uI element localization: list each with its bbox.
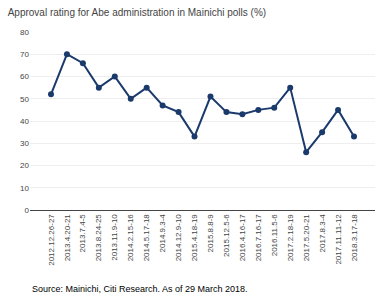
svg-text:Source: Mainichi, Citi Researc: Source: Mainichi, Citi Research. As of 2… bbox=[32, 284, 248, 294]
svg-text:30: 30 bbox=[20, 139, 29, 148]
svg-text:2016.11.5-6: 2016.11.5-6 bbox=[270, 214, 279, 257]
svg-text:2017.2.18-19: 2017.2.18-19 bbox=[286, 214, 295, 262]
svg-text:60: 60 bbox=[20, 72, 29, 81]
svg-text:2015.4.18-19: 2015.4.18-19 bbox=[190, 214, 199, 262]
svg-text:2014.9.3-4: 2014.9.3-4 bbox=[158, 214, 167, 253]
svg-text:80: 80 bbox=[20, 28, 29, 37]
svg-text:2013.8.24-25: 2013.8.24-25 bbox=[94, 214, 103, 262]
svg-text:2015.8.8-9: 2015.8.8-9 bbox=[206, 214, 215, 253]
svg-text:2017.5.20-21: 2017.5.20-21 bbox=[302, 214, 311, 262]
svg-text:2014.5.17-18: 2014.5.17-18 bbox=[142, 214, 151, 262]
svg-text:2015.12.5-6: 2015.12.5-6 bbox=[222, 214, 231, 257]
svg-text:2013.11.9-10: 2013.11.9-10 bbox=[110, 214, 119, 261]
svg-text:2014.12.9-10: 2014.12.9-10 bbox=[174, 214, 183, 262]
svg-text:70: 70 bbox=[20, 50, 29, 59]
svg-text:50: 50 bbox=[20, 95, 29, 104]
svg-text:2012.12.26-27: 2012.12.26-27 bbox=[47, 214, 56, 266]
svg-text:0: 0 bbox=[25, 206, 30, 215]
svg-text:2016.4.16-17: 2016.4.16-17 bbox=[238, 214, 247, 262]
svg-text:40: 40 bbox=[20, 117, 29, 126]
svg-text:Approval rating for Abe admini: Approval rating for Abe administration i… bbox=[8, 7, 266, 18]
svg-text:2018.3.17-18: 2018.3.17-18 bbox=[350, 214, 359, 262]
svg-text:2017.11.11-12: 2017.11.11-12 bbox=[334, 214, 343, 265]
svg-text:2013.4.20-21: 2013.4.20-21 bbox=[63, 214, 72, 262]
svg-text:2014.2.15-16: 2014.2.15-16 bbox=[126, 214, 135, 262]
svg-text:20: 20 bbox=[20, 161, 29, 170]
svg-text:2016.7.16-17: 2016.7.16-17 bbox=[254, 214, 263, 262]
svg-text:10: 10 bbox=[20, 184, 29, 193]
svg-text:2017.8.3-4: 2017.8.3-4 bbox=[318, 214, 327, 253]
svg-text:2013.7.4-5: 2013.7.4-5 bbox=[78, 214, 87, 253]
